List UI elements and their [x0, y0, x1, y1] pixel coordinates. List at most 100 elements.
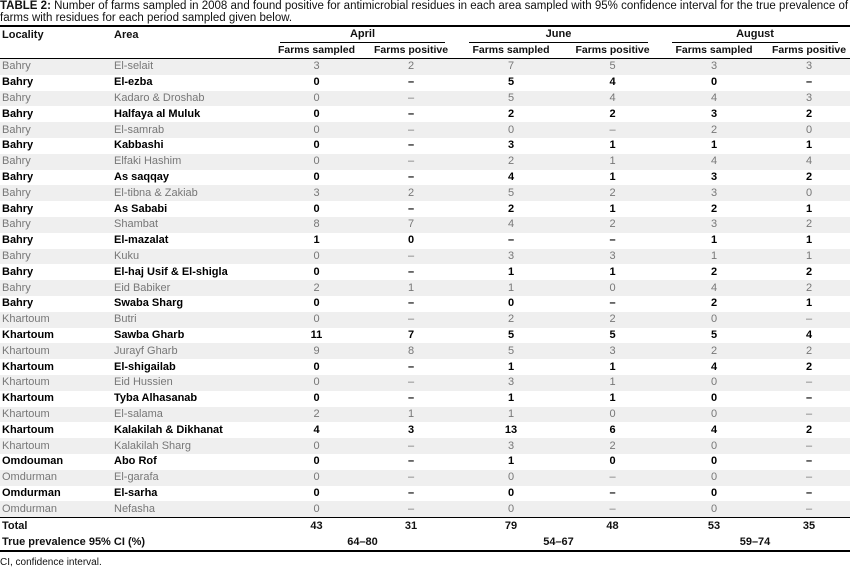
number-cell: 2	[805, 107, 813, 120]
number-cell: –	[365, 311, 457, 328]
number-cell: 4	[710, 360, 718, 373]
number-cell: 1	[507, 265, 515, 278]
number-cell: 3	[660, 216, 768, 233]
number-cell: 0	[313, 486, 320, 499]
number-cell: 5	[507, 76, 515, 89]
number-cell: 0	[268, 122, 365, 138]
text-cell: Khartoum	[2, 423, 54, 436]
number-cell: –	[407, 107, 415, 120]
number-cell: 1	[609, 139, 616, 152]
number-cell: –	[407, 486, 415, 499]
number-cell: 0	[768, 122, 850, 138]
number-cell: –	[365, 374, 457, 391]
number-cell: 0	[660, 501, 768, 518]
number-cell: 0	[609, 455, 616, 468]
number-cell: 3	[710, 107, 718, 120]
number-cell: 11	[310, 328, 323, 341]
number-cell: –	[407, 455, 415, 468]
number-cell: –	[365, 153, 457, 170]
number-cell: 1	[365, 406, 457, 423]
number-cell: 2	[768, 216, 850, 233]
table-row: Bahry El-tibna & Zakiab 3 2 5 2 3 0	[0, 185, 850, 202]
number-cell: 1	[609, 360, 616, 373]
number-cell: 4	[710, 423, 718, 436]
prevalence-row: True prevalence 95% CI (%) 64–80 54–67 59–7…	[0, 534, 850, 553]
number-cell: 2	[457, 153, 565, 170]
number-cell: 2	[507, 107, 515, 120]
number-cell: 1	[609, 265, 616, 278]
text-cell: Abo Rof	[114, 455, 157, 468]
text-cell: Omdurman	[2, 486, 61, 499]
text-cell: Khartoum	[0, 406, 112, 423]
text-cell: El-haj Usif & El-shigla	[114, 265, 228, 278]
period-label: April	[280, 27, 445, 43]
number-cell: 2	[507, 202, 515, 215]
text-cell: Bahry	[0, 248, 112, 265]
period-header: August	[660, 25, 850, 43]
number-cell: 13	[504, 423, 518, 436]
number-cell: 1	[507, 392, 515, 405]
number-cell: 1	[768, 248, 850, 265]
number-cell: 0	[768, 185, 850, 202]
footnote: CI, confidence interval.	[0, 557, 102, 568]
text-cell: Khartoum	[0, 374, 112, 391]
text-cell: Omdurman	[0, 501, 112, 518]
number-cell: 1	[805, 297, 813, 310]
number-cell: 0	[313, 455, 320, 468]
number-cell: 0	[565, 280, 660, 296]
number-cell: 1	[565, 153, 660, 170]
number-cell: –	[565, 122, 660, 138]
table-row: Khartoum Jurayf Gharb 9 8 5 3 2 2	[0, 343, 850, 360]
table-row: Khartoum Sawba Gharb 11 7 5 5 5 4	[0, 328, 850, 344]
number-cell: 0	[507, 297, 515, 310]
number-cell: 1	[805, 139, 813, 152]
table-row: Omdouman Abo Rof 0 – 1 0 0 –	[0, 454, 850, 470]
number-cell: –	[565, 469, 660, 486]
text-cell: Khartoum	[2, 360, 54, 373]
number-cell: 4	[660, 90, 768, 107]
number-cell: 2	[805, 423, 813, 436]
number-cell: 1	[660, 248, 768, 265]
total-row: Total 43 31 79 48 53 35	[0, 517, 850, 535]
number-cell: 3	[565, 343, 660, 360]
number-cell: 5	[457, 185, 565, 202]
number-cell: 2	[710, 202, 718, 215]
text-cell: Bahry	[0, 90, 112, 107]
table-body: Bahry El-selait 3 2 7 5 3 3 Bahry El-ezba 0–5 4 0– Ba…	[0, 58, 850, 518]
subcolumn-header: Farms sampled	[457, 43, 565, 59]
number-cell: –	[805, 392, 813, 405]
text-cell: Sawba Gharb	[114, 328, 185, 341]
number-cell: 1	[609, 202, 616, 215]
number-cell: 4	[660, 280, 768, 296]
number-cell: 1	[365, 280, 457, 296]
number-cell: 2	[768, 343, 850, 360]
number-cell: 0	[268, 501, 365, 518]
prevalence-cell: 64–80	[268, 534, 457, 553]
number-cell: –	[365, 469, 457, 486]
prevalence-cell: 59–74	[660, 534, 850, 553]
text-cell: Bahry	[2, 139, 34, 152]
column-header: Area	[112, 25, 268, 43]
text-cell: Bahry	[2, 234, 34, 247]
number-cell: 0	[565, 406, 660, 423]
number-cell: 0	[660, 311, 768, 328]
number-cell: 0	[660, 438, 768, 454]
number-cell: 0	[268, 438, 365, 454]
number-cell: 2	[565, 216, 660, 233]
number-cell: 0	[710, 76, 718, 89]
text-cell: Bahry	[2, 265, 34, 278]
number-cell: –	[768, 438, 850, 454]
table-row: Omdurman El-garafa 0–0–0–	[0, 469, 850, 486]
text-cell: El-ezba	[114, 76, 153, 89]
title-text: Number of farms sampled in 2008 and foun…	[0, 0, 849, 24]
text-cell: Kabbashi	[114, 139, 164, 152]
number-cell: 2	[268, 406, 365, 423]
text-cell: Kuku	[112, 248, 268, 265]
number-cell: 3	[268, 58, 365, 75]
number-cell: 5	[507, 328, 515, 341]
text-cell: Bahry	[2, 297, 34, 310]
text-cell: As Sababi	[114, 202, 168, 215]
blank	[0, 43, 112, 59]
table-row: Omdurman El-sarha 0 – 0 – 0 –	[0, 486, 850, 502]
